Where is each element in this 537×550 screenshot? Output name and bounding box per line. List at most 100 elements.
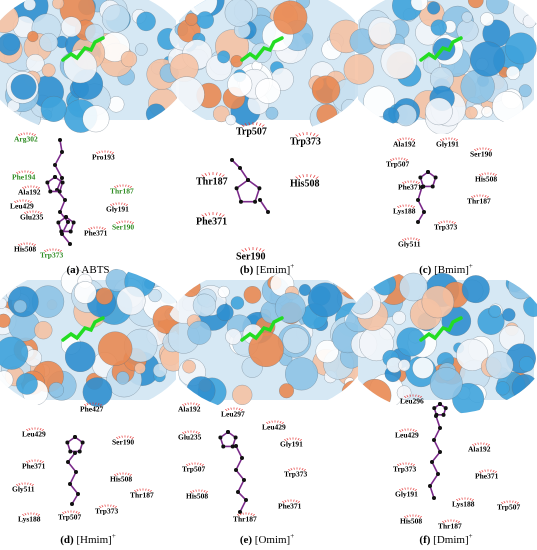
hydrophobic-contact bbox=[201, 489, 203, 492]
hydrophobic-contact bbox=[33, 512, 35, 515]
hydrophobic-contact bbox=[205, 490, 208, 493]
hydrophobic-contact bbox=[415, 394, 417, 397]
hydrophobic-contact bbox=[485, 443, 488, 446]
hydrophobic-contact bbox=[402, 462, 404, 465]
protein-surface bbox=[0, 0, 179, 133]
hydrophobic-contact bbox=[139, 488, 141, 491]
ligand-atom bbox=[244, 498, 248, 502]
hydrophobic-contact bbox=[284, 438, 287, 441]
hydrophobic-contact bbox=[288, 468, 291, 471]
hydrophobic-contact bbox=[474, 148, 477, 151]
hydrophobic-contact bbox=[442, 138, 445, 141]
surface-patch bbox=[480, 12, 494, 27]
hydrophobic-contact bbox=[215, 212, 218, 216]
residue-label: Ser190 bbox=[470, 150, 492, 159]
surface-patch bbox=[382, 107, 400, 124]
hydrophobic-contact bbox=[219, 213, 222, 216]
residue-label: His508 bbox=[110, 475, 132, 484]
hydrophobic-contact bbox=[248, 512, 250, 515]
ligand-atom bbox=[436, 472, 440, 476]
residue-label: Ala192 bbox=[393, 140, 416, 149]
hydrophobic-contact bbox=[417, 395, 420, 398]
residue-label: Thr187 bbox=[130, 491, 154, 500]
hydrophobic-contact bbox=[268, 421, 271, 424]
ligand-bonds bbox=[219, 431, 237, 448]
hydrophobic-contact bbox=[221, 174, 225, 177]
hydrophobic-contact bbox=[127, 473, 130, 476]
hydrophobic-contact bbox=[39, 428, 42, 431]
surface-patch bbox=[368, 16, 397, 46]
hydrophobic-contact bbox=[261, 124, 265, 127]
hydrophobic-contact bbox=[16, 171, 19, 174]
hydrophobic-contact bbox=[287, 499, 289, 502]
hydrophobic-contact bbox=[29, 200, 32, 203]
hydrophobic-contact bbox=[405, 158, 408, 161]
residue-label: Leu429 bbox=[395, 431, 419, 440]
hydrophobic-contact bbox=[417, 181, 420, 184]
surface-patch bbox=[506, 65, 521, 80]
surface-patch bbox=[134, 43, 148, 56]
ligand-atom bbox=[422, 210, 426, 214]
ligand-atom bbox=[230, 444, 235, 449]
hydrophobic-contact bbox=[37, 513, 40, 516]
hydrophobic-contact bbox=[101, 150, 103, 153]
ligand-atom bbox=[221, 444, 226, 449]
ligand-atom bbox=[238, 166, 242, 170]
surface-patch bbox=[0, 313, 11, 328]
surface-patch bbox=[518, 84, 532, 98]
hydrophobic-contact bbox=[476, 194, 478, 197]
hydrophobic-contact bbox=[24, 211, 27, 214]
residue-label: Trp373 bbox=[40, 251, 63, 260]
hydrophobic-contact bbox=[16, 483, 19, 486]
hydrophobic-contact bbox=[145, 488, 147, 491]
residue-label: Trp507 bbox=[236, 126, 267, 137]
hydrophobic-contact bbox=[131, 436, 134, 439]
protein-surface bbox=[343, 272, 537, 414]
hydrophobic-contact bbox=[458, 498, 461, 501]
hydrophobic-contact bbox=[46, 249, 49, 252]
hydrophobic-contact bbox=[41, 460, 44, 463]
residue-label: Gly511 bbox=[398, 240, 421, 249]
hydrophobic-contact bbox=[403, 158, 406, 161]
hydrophobic-contact bbox=[31, 427, 33, 430]
hydrophobic-contact bbox=[18, 243, 21, 246]
hydrophobic-contact bbox=[252, 513, 255, 516]
hydrophobic-contact bbox=[486, 195, 489, 198]
ligand-atom bbox=[230, 158, 234, 162]
hydrophobic-contact bbox=[397, 205, 400, 208]
hydrophobic-contact bbox=[125, 184, 127, 187]
surface-patch bbox=[27, 30, 39, 43]
hydrophobic-contact bbox=[187, 402, 189, 405]
residue-label: Glu235 bbox=[20, 213, 44, 222]
hydrophobic-contact bbox=[261, 249, 265, 252]
hydrophobic-contact bbox=[101, 505, 104, 508]
surface-patch bbox=[148, 288, 162, 303]
hydrophobic-contact bbox=[18, 133, 21, 136]
hydrophobic-contact bbox=[208, 212, 211, 216]
ligand-atom bbox=[60, 180, 65, 185]
hydrophobic-contact bbox=[111, 151, 114, 154]
hydrophobic-contact bbox=[490, 469, 492, 472]
surface-patch bbox=[136, 11, 156, 32]
residue-label: Trp507 bbox=[58, 513, 81, 522]
panel-caption: (e) [Omim]+ bbox=[240, 532, 294, 546]
surface-patch bbox=[504, 32, 537, 65]
panel-charge: + bbox=[469, 262, 473, 270]
surface-patch bbox=[492, 91, 524, 123]
hydrophobic-contact bbox=[103, 227, 106, 230]
hydrophobic-contact bbox=[44, 249, 47, 252]
hydrophobic-contact bbox=[201, 214, 205, 217]
hydrophobic-contact bbox=[266, 421, 269, 424]
residue-label: Thr187 bbox=[196, 176, 228, 187]
hydrophobic-contact bbox=[404, 515, 407, 518]
surface-patch bbox=[282, 327, 309, 354]
hydrophobic-contact bbox=[440, 221, 443, 224]
hydrophobic-contact bbox=[19, 199, 21, 202]
surface-patch bbox=[522, 14, 537, 29]
hydrophobic-contact bbox=[242, 512, 244, 515]
hydrophobic-contact bbox=[485, 147, 487, 150]
hydrophobic-contact bbox=[55, 248, 57, 251]
hydrophobic-contact bbox=[184, 403, 187, 406]
hydrophobic-contact bbox=[195, 431, 198, 434]
residue-label: Trp507 bbox=[386, 160, 409, 169]
